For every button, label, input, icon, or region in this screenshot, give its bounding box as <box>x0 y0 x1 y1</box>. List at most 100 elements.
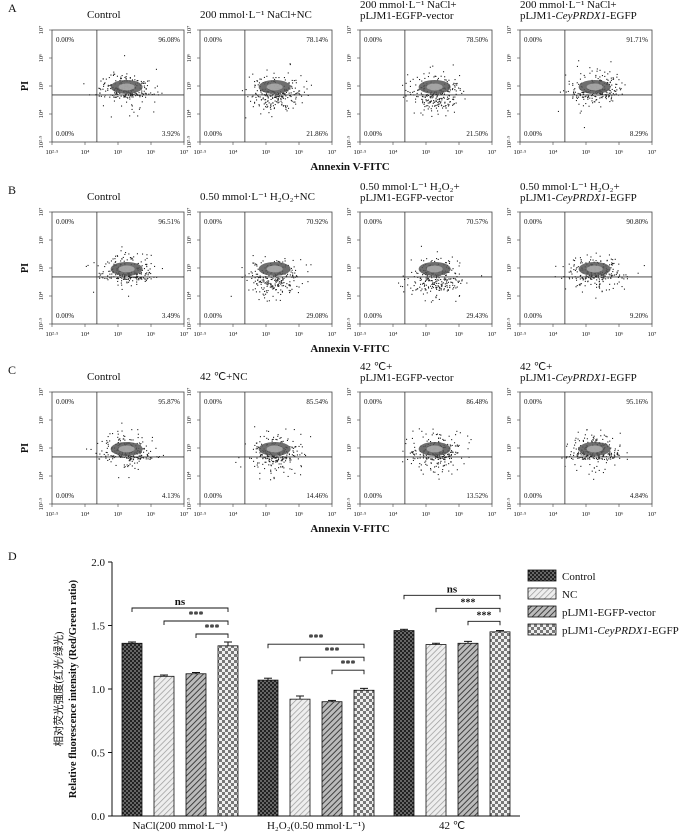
cell-scatter <box>561 429 628 480</box>
event-dot <box>437 456 439 458</box>
event-dot <box>254 444 256 446</box>
event-dot <box>580 452 582 454</box>
y-tick-label: 10⁶ <box>506 416 513 425</box>
event-dot <box>440 102 442 104</box>
event-dot <box>274 468 276 470</box>
event-dot <box>466 282 468 284</box>
event-dot <box>263 435 265 437</box>
event-dot <box>300 443 302 445</box>
event-dot <box>584 96 586 98</box>
event-dot <box>132 459 134 461</box>
event-dot <box>416 92 418 94</box>
event-dot <box>582 440 584 442</box>
event-dot <box>450 454 452 456</box>
event-dot <box>595 99 597 101</box>
event-dot <box>116 93 118 95</box>
event-dot <box>110 277 112 279</box>
event-dot <box>265 101 267 103</box>
event-dot <box>421 98 423 100</box>
event-dot <box>427 99 429 101</box>
event-dot <box>606 458 608 460</box>
event-dot <box>241 267 243 269</box>
event-dot <box>421 94 423 96</box>
event-dot <box>443 71 445 73</box>
y-tick-label: 10⁴ <box>38 291 45 301</box>
event-dot <box>119 456 121 458</box>
event-dot <box>412 430 414 432</box>
y-tick-label: 10²·⁵ <box>38 498 45 511</box>
event-dot <box>442 438 444 440</box>
event-dot <box>440 279 442 281</box>
cell-scatter <box>230 255 312 302</box>
event-dot <box>101 276 103 278</box>
event-dot <box>276 459 278 461</box>
event-dot <box>400 285 402 287</box>
event-dot <box>275 289 277 291</box>
event-dot <box>579 95 581 97</box>
event-dot <box>439 100 441 102</box>
density-center <box>118 83 135 91</box>
event-dot <box>602 95 604 97</box>
event-dot <box>464 98 466 100</box>
event-dot <box>599 283 601 285</box>
event-dot <box>424 300 426 302</box>
event-dot <box>252 73 254 75</box>
quadrant-lr-value: 8.29% <box>630 130 648 138</box>
event-dot <box>439 462 441 464</box>
event-dot <box>156 276 158 278</box>
event-dot <box>258 281 260 283</box>
event-dot <box>446 290 448 292</box>
event-dot <box>586 429 588 431</box>
event-dot <box>254 270 256 272</box>
event-dot <box>288 284 290 286</box>
event-dot <box>438 103 440 105</box>
event-dot <box>435 456 437 458</box>
event-dot <box>278 95 280 97</box>
x-tick-label: 10²·⁵ <box>354 331 367 338</box>
x-tick-label: 10⁴ <box>81 149 91 156</box>
event-dot <box>415 270 417 272</box>
event-dot <box>589 72 591 74</box>
event-dot <box>299 454 301 456</box>
event-dot <box>614 274 616 276</box>
event-dot <box>101 450 103 452</box>
event-dot <box>422 436 424 438</box>
event-dot <box>426 95 428 97</box>
event-dot <box>583 458 585 460</box>
plot-title: Control <box>87 191 121 203</box>
event-dot <box>145 280 147 282</box>
event-dot <box>256 265 258 267</box>
event-dot <box>259 478 261 480</box>
event-dot <box>310 264 312 266</box>
event-dot <box>296 285 298 287</box>
event-dot <box>139 453 141 455</box>
event-dot <box>146 263 148 265</box>
y-tick-label: 10⁵ <box>506 444 513 453</box>
event-dot <box>278 459 280 461</box>
x-tick-label: 10⁵ <box>422 331 431 338</box>
x-tick-label: 10⁴ <box>81 331 91 338</box>
event-dot <box>145 445 147 447</box>
event-dot <box>608 289 610 291</box>
event-dot <box>463 463 465 465</box>
event-dot <box>105 90 107 92</box>
quadrant-ur-value: 78.50% <box>466 36 488 44</box>
event-dot <box>254 101 256 103</box>
event-dot <box>437 258 439 260</box>
event-dot <box>412 290 414 292</box>
event-dot <box>140 451 142 453</box>
event-dot <box>115 261 117 263</box>
event-dot <box>141 269 143 271</box>
y-tick-label: 10⁶ <box>38 236 45 245</box>
event-dot <box>285 285 287 287</box>
event-dot <box>425 95 427 97</box>
event-dot <box>267 105 269 107</box>
quadrant-ur-value: 70.57% <box>466 218 488 226</box>
event-dot <box>604 71 606 73</box>
event-dot <box>137 437 139 439</box>
event-dot <box>261 453 263 455</box>
quadrant-ul-value: 0.00% <box>56 36 74 44</box>
significance-label: *** <box>477 610 492 621</box>
